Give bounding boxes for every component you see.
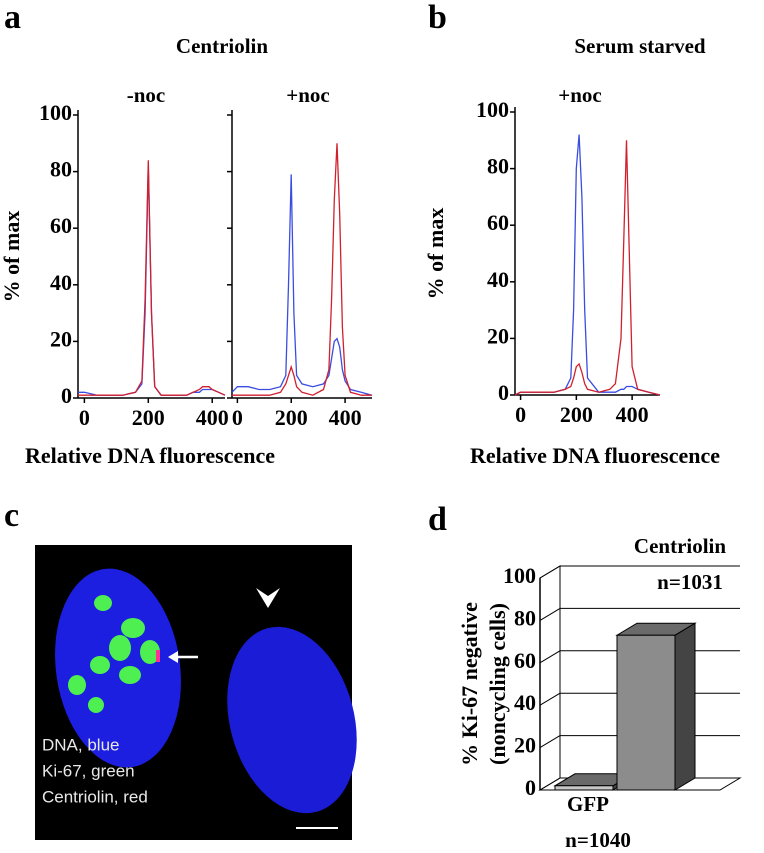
series-line — [232, 143, 372, 396]
y-axis-label: % Ki-67 negative — [457, 602, 482, 766]
y-tick-label: 60 — [514, 648, 536, 673]
series-line — [78, 165, 226, 396]
x-tick-label: 0 — [79, 405, 90, 430]
side-wall — [539, 565, 561, 791]
x-tick-label: 400 — [616, 402, 649, 427]
y-tick-label: 80 — [487, 154, 509, 179]
y-tick-label: 0 — [61, 383, 72, 408]
y-tick-label: 100 — [476, 97, 509, 122]
y-tick-label: 0 — [498, 380, 509, 405]
chart-title: Serum starved — [574, 34, 706, 58]
category-label: GFP — [567, 792, 609, 816]
panel-label: b — [428, 0, 447, 36]
panel-label: c — [4, 497, 19, 534]
n-label: n=1040 — [565, 828, 631, 852]
x-tick-label: 0 — [232, 405, 243, 430]
grid-line — [539, 735, 561, 749]
x-tick-label: 200 — [275, 405, 308, 430]
y-tick-label: 60 — [50, 213, 72, 238]
micrograph: DNA, blue Ki-67, green Centriolin, red — [35, 545, 357, 840]
x-axis-label: Relative DNA fluorescence — [470, 443, 720, 468]
category-label: Centriolin — [634, 534, 726, 558]
n-label: n=1031 — [657, 570, 723, 594]
bar — [554, 785, 614, 791]
y-tick-label: 0 — [525, 775, 536, 800]
y-tick-label: 20 — [50, 326, 72, 351]
grid-line — [539, 650, 561, 664]
caption: DNA, blue — [42, 735, 119, 754]
y-tick-label: 40 — [514, 690, 536, 715]
chart-title: Centriolin — [176, 34, 268, 58]
series-line — [78, 160, 226, 396]
series-line — [514, 140, 661, 396]
grid-line — [539, 692, 561, 706]
grid-line — [539, 607, 561, 621]
grid-line — [539, 777, 561, 791]
chart-subtitle: -noc — [127, 83, 166, 107]
y-tick-label: 80 — [514, 605, 536, 630]
panel-label: a — [4, 0, 21, 36]
caption: Centriolin, red — [42, 787, 148, 806]
panel-label: d — [428, 501, 447, 538]
y-tick-label: 20 — [514, 733, 536, 758]
y-tick-label: 60 — [487, 210, 509, 235]
series-line — [231, 174, 373, 396]
x-tick-label: 400 — [196, 405, 229, 430]
y-tick-label: 100 — [503, 563, 536, 588]
y-tick-label: 80 — [50, 157, 72, 182]
series-line — [514, 134, 661, 396]
chart-subtitle: +noc — [558, 83, 601, 107]
y-axis-label: % of max — [423, 208, 448, 300]
caption: Ki-67, green — [42, 761, 135, 780]
x-tick-label: 0 — [515, 402, 526, 427]
chart-subtitle: +noc — [286, 83, 329, 107]
x-tick-label: 400 — [329, 405, 362, 430]
x-axis-label: Relative DNA fluorescence — [25, 443, 275, 468]
bar-side — [674, 622, 696, 791]
bar — [616, 634, 676, 791]
y-tick-label: 40 — [50, 270, 72, 295]
x-tick-label: 200 — [132, 405, 165, 430]
y-tick-label: 100 — [39, 100, 72, 125]
y-tick-label: 20 — [487, 323, 509, 348]
y-tick-label: 40 — [487, 267, 509, 292]
y-axis-label: % of max — [0, 211, 24, 303]
x-tick-label: 200 — [560, 402, 593, 427]
grid-line — [539, 565, 561, 579]
y-axis-label: (noncycling cells) — [485, 603, 510, 765]
